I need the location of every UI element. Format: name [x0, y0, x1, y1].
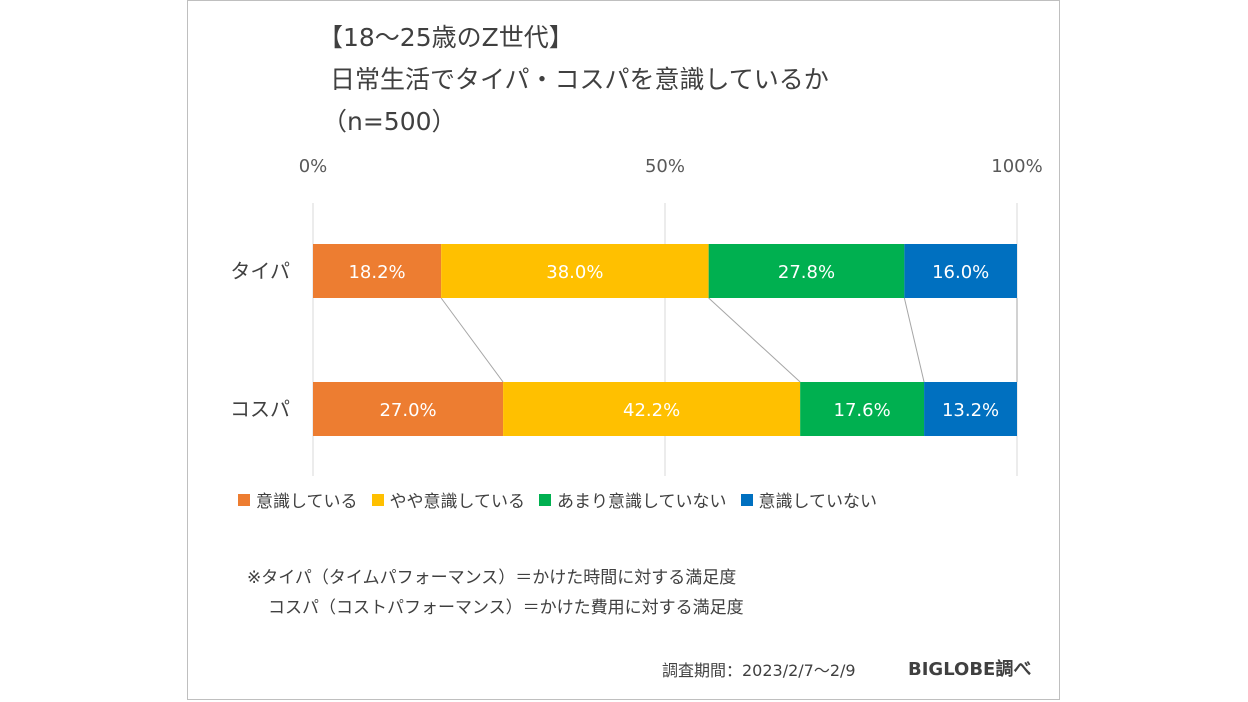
- legend-item: あまり意識していない: [539, 487, 727, 512]
- legend-label: あまり意識していない: [557, 492, 727, 512]
- legend-swatch: [238, 493, 250, 506]
- chart-title-line-2: 日常生活でタイパ・コスパを意識しているか: [330, 65, 829, 94]
- data-label: 17.6%: [834, 400, 891, 421]
- bar-segment: [904, 244, 1017, 298]
- note-taipa: ※タイパ（タイムパフォーマンス）＝かけた時間に対する満足度: [247, 568, 737, 588]
- note-kosupa: コスパ（コストパフォーマンス）＝かけた費用に対する満足度: [268, 598, 744, 618]
- chart-title-line-1: 【18～25歳のZ世代】: [318, 23, 574, 52]
- bar-segment: [708, 244, 905, 298]
- category-label: タイパ: [230, 259, 290, 283]
- data-label: 16.0%: [932, 262, 989, 283]
- bar-segment: [800, 382, 925, 436]
- series-connector-line: [708, 297, 801, 383]
- legend-label: 意識していない: [758, 492, 878, 512]
- data-label: 38.0%: [546, 262, 603, 283]
- legend-label: 意識している: [256, 492, 358, 512]
- brand-label: BIGLOBE調べ: [908, 659, 1032, 680]
- bar-segment: [313, 382, 504, 436]
- x-tick-label: 50%: [645, 156, 685, 177]
- legend-item: 意識している: [238, 487, 358, 512]
- category-label: コスパ: [230, 397, 290, 421]
- legend: 意識している やや意識している あまり意識していない 意識していない: [238, 487, 877, 512]
- chart-frame: [187, 0, 1060, 700]
- series-connector-line: [440, 297, 504, 383]
- data-label: 27.0%: [379, 400, 436, 421]
- bar-segment: [441, 244, 709, 298]
- legend-item: 意識していない: [740, 487, 878, 512]
- legend-swatch: [740, 493, 753, 506]
- bar-segment: [924, 382, 1017, 436]
- legend-swatch: [539, 493, 551, 506]
- bar-segment: [313, 244, 442, 298]
- series-connector-line: [903, 297, 925, 383]
- legend-item: やや意識している: [371, 487, 526, 512]
- data-label: 18.2%: [348, 262, 405, 283]
- data-label: 13.2%: [942, 400, 999, 421]
- x-tick-label: 0%: [299, 156, 328, 177]
- survey-period: 調査期間：2023/2/7～2/9: [662, 661, 856, 680]
- data-label: 42.2%: [623, 400, 680, 421]
- bar-segment: [503, 382, 801, 436]
- legend-swatch: [371, 493, 384, 506]
- chart-title-line-3: （n=500）: [322, 107, 457, 136]
- x-tick-label: 100%: [991, 156, 1042, 177]
- legend-label: やや意識している: [389, 492, 526, 512]
- data-label: 27.8%: [778, 262, 835, 283]
